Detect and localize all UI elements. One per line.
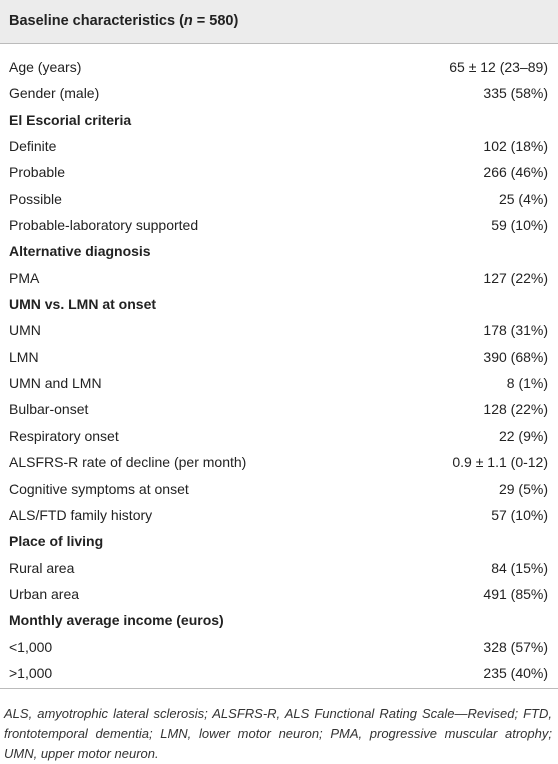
row-value: 127 (22%) bbox=[483, 269, 548, 286]
row-label: <1,000 bbox=[9, 638, 53, 655]
table-row: LMN 390 (68%) bbox=[0, 344, 558, 370]
row-value: 128 (22%) bbox=[483, 401, 548, 418]
table-body: Age (years) 65 ± 12 (23–89) Gender (male) 3… bbox=[0, 54, 558, 686]
table-row: Urban area 491 (85%) bbox=[0, 581, 558, 607]
table-row: Age (years) 65 ± 12 (23–89) bbox=[0, 54, 558, 80]
table-border bbox=[0, 688, 558, 689]
header-text: Baseline characteristics ( bbox=[9, 13, 184, 29]
row-label: PMA bbox=[9, 269, 40, 286]
header-title: Baseline characteristics (n = 580) bbox=[9, 13, 238, 29]
row-label: Urban area bbox=[9, 585, 80, 602]
table-row: UMN 178 (31%) bbox=[0, 317, 558, 343]
row-label: Possible bbox=[9, 190, 62, 207]
row-value: 57 (10%) bbox=[491, 506, 548, 523]
row-label: Gender (male) bbox=[9, 85, 100, 102]
table-row: PMA 127 (22%) bbox=[0, 265, 558, 291]
row-label: UMN and LMN bbox=[9, 375, 102, 392]
row-value: 390 (68%) bbox=[483, 348, 548, 365]
row-label: Definite bbox=[9, 138, 57, 155]
table-row: ALS/FTD family history 57 (10%) bbox=[0, 502, 558, 528]
row-value: 25 (4%) bbox=[498, 190, 548, 207]
row-value: 178 (31%) bbox=[483, 322, 548, 339]
table-row: Probable-laboratory supported 59 (10%) bbox=[0, 212, 558, 238]
row-value: 59 (10%) bbox=[491, 217, 548, 234]
row-label: ALS/FTD family history bbox=[9, 506, 153, 523]
row-value: 65 ± 12 (23–89) bbox=[449, 59, 548, 75]
section-row: Alternative diagnosis bbox=[0, 238, 558, 264]
footnote: ALS, amyotrophic lateral sclerosis; ALSF… bbox=[4, 706, 552, 761]
row-label: Cognitive symptoms at onset bbox=[9, 480, 189, 497]
table-row: Bulbar-onset 128 (22%) bbox=[0, 396, 558, 422]
section-row: UMN vs. LMN at onset bbox=[0, 291, 558, 317]
section-label: Alternative diagnosis bbox=[9, 243, 151, 260]
row-value: 0.9 ± 1.1 (0-12) bbox=[452, 454, 548, 471]
table-row: Rural area 84 (15%) bbox=[0, 555, 558, 581]
section-label: Place of living bbox=[9, 533, 104, 550]
table-row: >1,000 235 (40%) bbox=[0, 660, 558, 686]
section-row: Monthly average income (euros) bbox=[0, 607, 558, 633]
row-label: Probable-laboratory supported bbox=[9, 217, 199, 234]
table-header: Baseline characteristics (n = 580) bbox=[0, 0, 558, 44]
table-row: Probable 266 (46%) bbox=[0, 159, 558, 185]
header-text: = 580) bbox=[192, 13, 239, 29]
row-label: Bulbar-onset bbox=[9, 401, 89, 418]
row-value: 328 (57%) bbox=[483, 638, 548, 655]
table-row: Gender (male) 335 (58%) bbox=[0, 80, 558, 106]
table-row: Respiratory onset 22 (9%) bbox=[0, 423, 558, 449]
row-value: 8 (1%) bbox=[506, 375, 548, 392]
table-row: <1,000 328 (57%) bbox=[0, 634, 558, 660]
row-value: 29 (5%) bbox=[498, 480, 548, 497]
table-row: ALSFRS-R rate of decline (per month) 0.9 … bbox=[0, 449, 558, 475]
row-label: LMN bbox=[9, 348, 39, 365]
row-label: >1,000 bbox=[9, 664, 53, 681]
table-row: Definite 102 (18%) bbox=[0, 133, 558, 159]
section-row: Place of living bbox=[0, 528, 558, 554]
row-value: 335 (58%) bbox=[483, 85, 548, 102]
row-value: 491 (85%) bbox=[483, 585, 548, 602]
table-row: UMN and LMN 8 (1%) bbox=[0, 370, 558, 396]
row-label: ALSFRS-R rate of decline (per month) bbox=[9, 454, 247, 471]
row-label: Age (years) bbox=[9, 59, 82, 75]
row-value: 266 (46%) bbox=[483, 164, 548, 181]
row-value: 235 (40%) bbox=[483, 664, 548, 681]
row-label: Probable bbox=[9, 164, 66, 181]
row-label: Rural area bbox=[9, 559, 75, 576]
row-value: 84 (15%) bbox=[491, 559, 548, 576]
row-value: 102 (18%) bbox=[483, 138, 548, 155]
row-label: Respiratory onset bbox=[9, 427, 119, 444]
section-label: UMN vs. LMN at onset bbox=[9, 296, 157, 313]
table-row: Possible 25 (4%) bbox=[0, 186, 558, 212]
row-label: UMN bbox=[9, 322, 41, 339]
section-row: El Escorial criteria bbox=[0, 107, 558, 133]
row-value: 22 (9%) bbox=[498, 427, 548, 444]
section-label: El Escorial criteria bbox=[9, 111, 132, 128]
section-label: Monthly average income (euros) bbox=[9, 612, 224, 629]
header-n: n bbox=[183, 13, 193, 29]
table-row: Cognitive symptoms at onset 29 (5%) bbox=[0, 476, 558, 502]
